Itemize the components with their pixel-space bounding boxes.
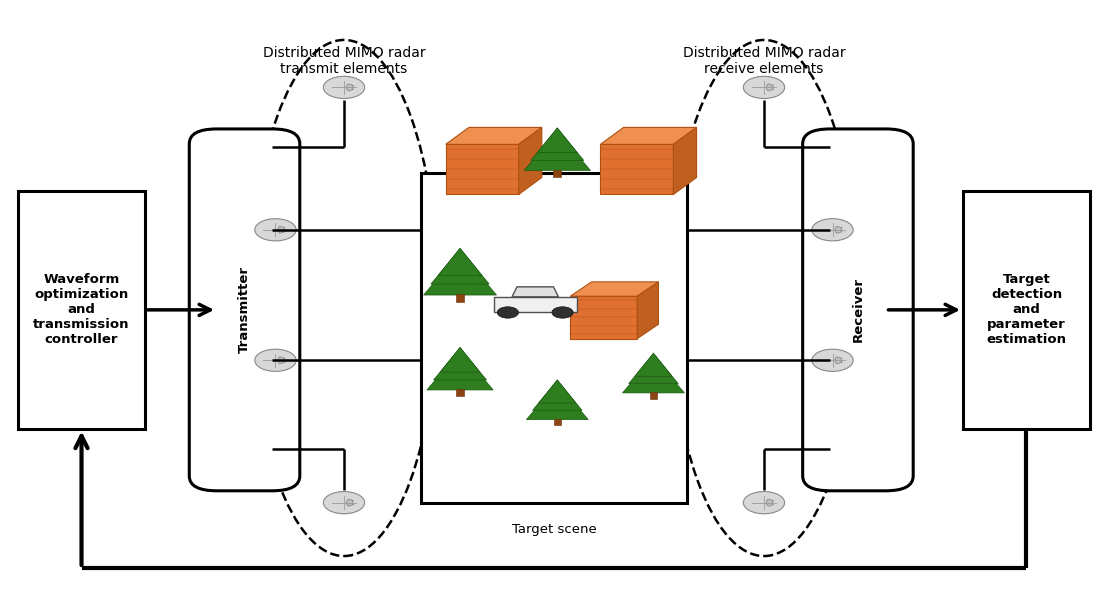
Bar	[649, 392, 657, 399]
Circle shape	[324, 492, 365, 514]
Text: Distributed MIMO radar
receive elements: Distributed MIMO radar receive elements	[683, 46, 845, 76]
Polygon shape	[519, 128, 542, 194]
Polygon shape	[674, 128, 697, 194]
Circle shape	[812, 349, 853, 371]
Circle shape	[497, 307, 519, 318]
Circle shape	[324, 76, 365, 98]
Polygon shape	[423, 252, 496, 295]
Bar	[963, 191, 1090, 429]
Text: Transmitter: Transmitter	[238, 266, 252, 353]
Polygon shape	[628, 353, 678, 384]
Bar	[445, 144, 519, 194]
Bar	[494, 297, 576, 312]
Wedge shape	[347, 84, 353, 91]
Wedge shape	[835, 356, 842, 364]
Bar	[553, 170, 562, 176]
Bar	[18, 191, 145, 429]
Polygon shape	[433, 348, 486, 380]
Circle shape	[552, 307, 573, 318]
Circle shape	[743, 492, 784, 514]
Wedge shape	[278, 356, 285, 364]
Polygon shape	[431, 249, 490, 284]
Polygon shape	[531, 129, 584, 160]
Circle shape	[255, 349, 296, 371]
Text: Target scene: Target scene	[512, 523, 596, 536]
Bar	[421, 173, 687, 502]
Circle shape	[743, 76, 784, 98]
Bar	[456, 389, 464, 396]
Polygon shape	[438, 248, 482, 275]
Wedge shape	[767, 499, 773, 506]
Polygon shape	[512, 287, 558, 297]
Polygon shape	[440, 347, 480, 372]
Bar	[601, 144, 674, 194]
Polygon shape	[533, 380, 582, 410]
Polygon shape	[635, 353, 673, 376]
Polygon shape	[526, 383, 588, 420]
Text: Waveform
optimization
and
transmission
controller: Waveform optimization and transmission c…	[33, 274, 130, 346]
Polygon shape	[601, 128, 697, 144]
Text: Target
detection
and
parameter
estimation: Target detection and parameter estimatio…	[986, 274, 1067, 346]
Polygon shape	[637, 282, 658, 339]
Bar	[571, 296, 637, 339]
Wedge shape	[347, 499, 353, 506]
Text: Receiver: Receiver	[851, 277, 864, 342]
Bar	[455, 294, 464, 302]
Circle shape	[255, 219, 296, 241]
Wedge shape	[767, 84, 773, 91]
Polygon shape	[538, 380, 576, 403]
Polygon shape	[427, 351, 493, 390]
Polygon shape	[571, 282, 658, 296]
Wedge shape	[835, 226, 842, 234]
Bar	[554, 419, 561, 426]
Polygon shape	[537, 128, 577, 153]
Polygon shape	[524, 131, 591, 170]
Text: Distributed MIMO radar
transmit elements: Distributed MIMO radar transmit elements	[263, 46, 425, 76]
FancyBboxPatch shape	[802, 129, 913, 491]
Circle shape	[812, 219, 853, 241]
Polygon shape	[445, 128, 542, 144]
Polygon shape	[623, 356, 685, 393]
FancyBboxPatch shape	[189, 129, 300, 491]
Wedge shape	[278, 226, 285, 234]
